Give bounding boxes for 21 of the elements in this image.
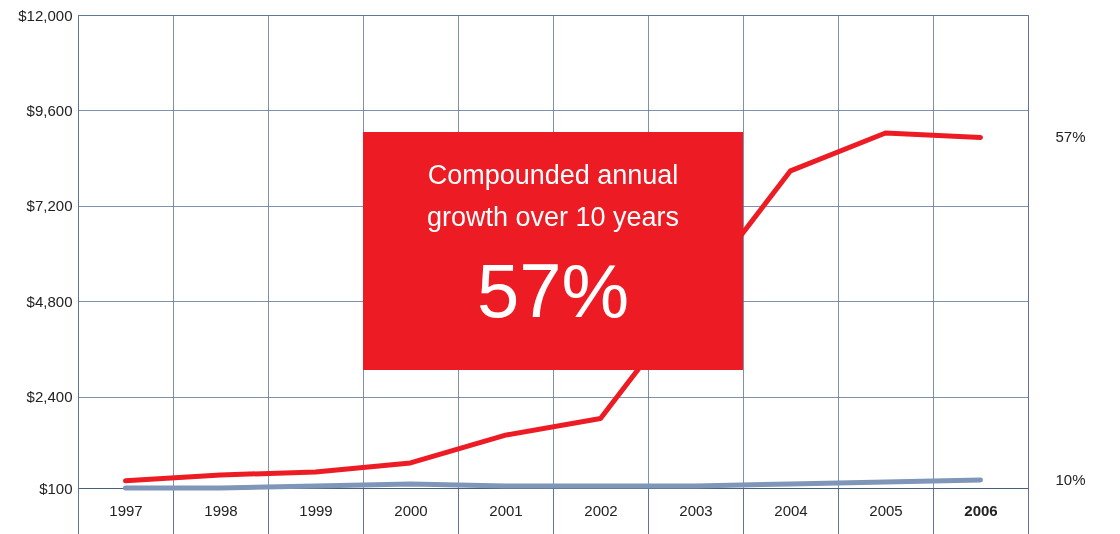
- text: 10%: [1055, 471, 1086, 489]
- y-tick-label: $12,000: [18, 6, 73, 24]
- x-tick-label: 1998: [204, 501, 238, 519]
- x-tick-label: 2005: [869, 501, 903, 519]
- y-tick-label: $7,200: [26, 197, 73, 215]
- x-tick-label: 2003: [679, 501, 713, 519]
- callout-box: Compounded annual growth over 10 years 57%: [363, 132, 743, 370]
- x-tick-label: 2001: [489, 501, 523, 519]
- annotation: Compounded annual growth over 10 years: [425, 159, 681, 234]
- x-tick-label: 2004: [774, 501, 808, 519]
- x-tick-label: 1999: [299, 501, 333, 519]
- y-tick-label: $2,400: [26, 388, 73, 406]
- x-tick-label: 1997: [109, 501, 143, 519]
- x-tick-label: 2000: [394, 501, 428, 519]
- annotation: 57%: [475, 247, 631, 335]
- y-tick-label: $100: [39, 479, 73, 497]
- x-tick-label: 2002: [584, 501, 618, 519]
- text: 57%: [1055, 128, 1086, 146]
- x-tick-label: 2006: [964, 501, 998, 519]
- y-tick-label: $9,600: [26, 101, 73, 119]
- y-tick-label: $4,800: [26, 292, 73, 310]
